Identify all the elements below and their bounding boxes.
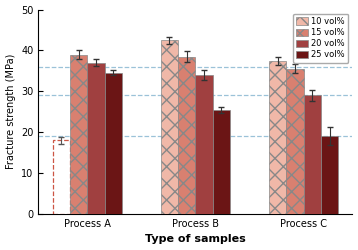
Bar	[178, 56, 195, 214]
Bar	[161, 40, 178, 214]
X-axis label: Type of samples: Type of samples	[145, 234, 246, 244]
Bar	[269, 61, 286, 214]
Bar	[53, 140, 70, 214]
Bar	[70, 54, 87, 214]
Bar	[105, 73, 122, 214]
Bar	[87, 63, 105, 214]
Legend: 10 vol%, 15 vol%, 20 vol%, 25 vol%: 10 vol%, 15 vol%, 20 vol%, 25 vol%	[293, 14, 348, 63]
Bar	[321, 136, 338, 214]
Bar	[213, 110, 230, 214]
Y-axis label: Fracture strength (MPa): Fracture strength (MPa)	[6, 54, 15, 170]
Bar	[286, 69, 304, 214]
Bar	[304, 96, 321, 214]
Bar	[195, 75, 213, 214]
